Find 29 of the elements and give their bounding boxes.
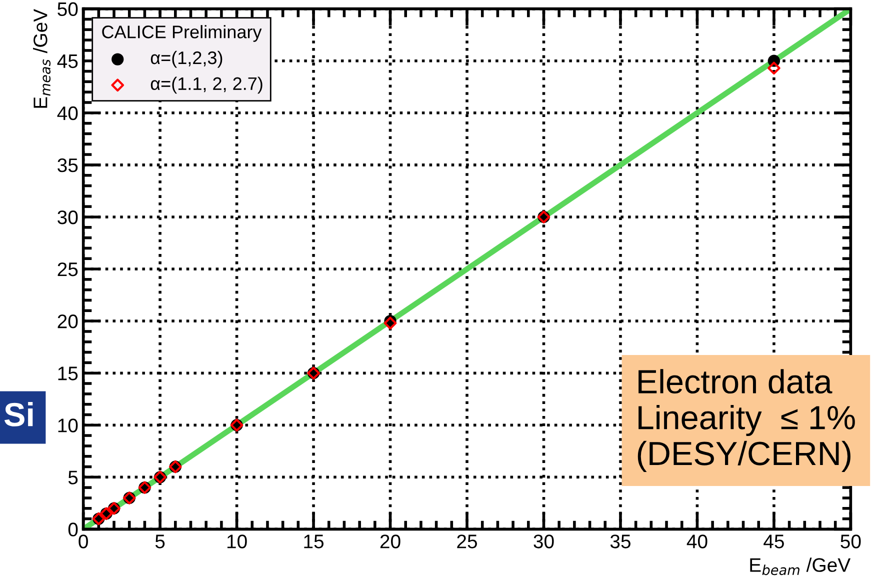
legend-title: CALICE Preliminary [102, 25, 262, 42]
x-tick-label: 30 [534, 534, 554, 548]
x-tick-label: 40 [686, 534, 708, 548]
x-tick-label: 5 [155, 534, 165, 548]
y-tick-label: 20 [58, 314, 78, 328]
x-tick-label: 10 [227, 534, 247, 548]
y-tick-label: 25 [58, 262, 78, 276]
y-tick-label: 50 [58, 2, 78, 16]
x-tick-label: 25 [457, 534, 477, 548]
x-tick-label: 15 [304, 534, 324, 548]
legend-label: α=(1,2,3) [150, 50, 222, 68]
y-tick-label: 15 [58, 366, 78, 380]
y-tick-label: 5 [68, 470, 78, 484]
x-axis-title: E$_{beam}$ /GeV [750, 558, 851, 576]
y-tick-label: 30 [58, 210, 78, 224]
x-tick-label: 45 [764, 534, 784, 548]
x-tick-label: 35 [610, 534, 630, 548]
y-tick-label: 0 [68, 522, 78, 536]
x-tick-label: 0 [78, 534, 88, 548]
y-tick-label: 45 [57, 54, 78, 68]
y-tick-label: 40 [57, 106, 78, 120]
y-tick-label: 10 [58, 418, 78, 432]
y-tick-label: 35 [58, 158, 78, 172]
x-tick-label: 50 [840, 534, 861, 548]
y-axis-title: E$_{meas}$ /GeV [33, 8, 51, 108]
text: Si [4, 402, 33, 426]
legend-label: α=(1.1, 2, 2.7) [150, 76, 262, 94]
x-tick-label: 20 [380, 534, 400, 548]
annotation: Electron data Linearity ≤ 1% (DESY/CERN) [638, 369, 855, 472]
